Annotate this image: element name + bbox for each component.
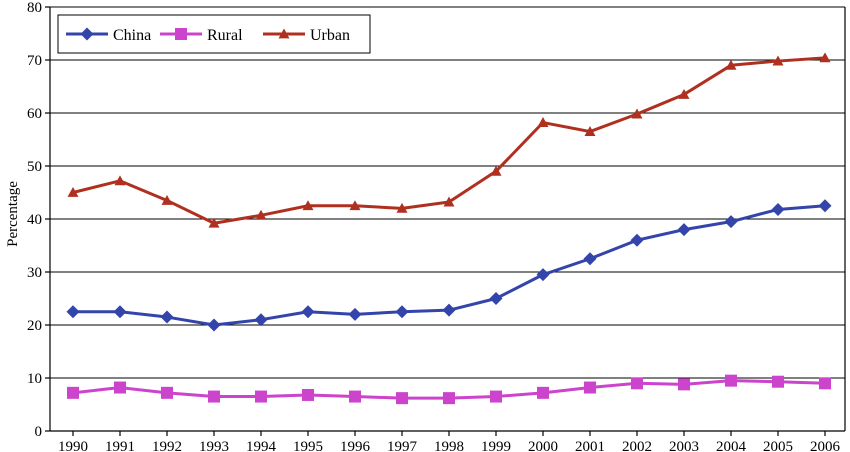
rural-data-point	[349, 390, 361, 403]
rural-data-point	[255, 390, 267, 403]
china-data-point	[771, 202, 785, 216]
urban-data-point	[631, 108, 643, 119]
urban-data-point	[725, 59, 737, 70]
legend-item-rural: Rural	[160, 27, 243, 44]
rural-data-point	[443, 392, 455, 405]
x-tick-label: 1993	[199, 439, 229, 452]
rural-data-point	[631, 377, 643, 390]
urban-data-point	[819, 52, 831, 63]
china-data-point	[348, 307, 362, 321]
series-urban	[67, 52, 831, 228]
rural-data-point	[584, 381, 596, 394]
urban-data-point	[349, 200, 361, 211]
china-data-point	[442, 303, 456, 317]
china-data-point	[489, 292, 503, 305]
urban-data-point	[114, 175, 126, 186]
y-axis-title: Percentage	[5, 181, 21, 247]
x-tick-label: 1997	[387, 439, 418, 452]
urban-data-point	[772, 55, 784, 66]
y-tick-label: 60	[27, 106, 42, 122]
legend-swatch-marker	[80, 27, 94, 41]
x-tick-label: 2003	[669, 439, 699, 452]
x-tick-label: 2006	[810, 439, 841, 452]
x-tick-label: 1994	[246, 439, 277, 452]
urban-data-point	[584, 126, 596, 136]
x-tick-label: 1990	[58, 439, 88, 452]
y-tick-label: 40	[27, 212, 42, 228]
china-data-point	[113, 305, 127, 319]
legend-item-urban: Urban	[263, 27, 350, 44]
china-data-point	[66, 305, 80, 319]
urban-data-point	[537, 117, 549, 127]
china-data-point	[630, 233, 644, 247]
x-tick-labels: 1990 1991 1992 1993 1994 1995 1996 1997 1998 1999…	[58, 439, 841, 452]
china-data-point	[254, 313, 268, 327]
china-data-point	[207, 318, 221, 332]
legend-box	[57, 14, 371, 54]
rural-data-point	[161, 386, 173, 399]
axes	[45, 6, 846, 436]
china-data-point	[818, 199, 832, 213]
china-data-point	[583, 252, 597, 266]
legend-label: Urban	[310, 27, 350, 44]
y-tick-labels: 0 10 20 30 40 50 60 70 80	[27, 0, 42, 440]
china-data-point	[536, 268, 550, 282]
x-tick-label: 1998	[434, 439, 464, 452]
rural-data-point	[302, 388, 314, 401]
legend: China Rural Urban	[57, 14, 371, 54]
y-tick-label: 80	[27, 0, 42, 16]
y-tick-label: 0	[35, 424, 43, 440]
legend-item-china: China	[66, 27, 151, 44]
urban-data-point	[443, 196, 455, 207]
x-tick-label: 1995	[293, 439, 323, 452]
y-tick-label: 30	[27, 265, 42, 281]
china-data-point	[677, 223, 691, 237]
x-tick-label: 1999	[481, 439, 511, 452]
china-data-point	[395, 305, 409, 319]
rural-data-point	[490, 390, 502, 403]
gridlines	[50, 6, 845, 379]
x-tick-label: 2001	[575, 439, 605, 452]
y-tick-label: 50	[27, 159, 42, 175]
x-tick-label: 1991	[105, 439, 135, 452]
rural-data-point	[67, 386, 79, 399]
series-lines	[66, 52, 832, 405]
urban-data-point	[302, 200, 314, 211]
x-tick-label: 1996	[340, 439, 371, 452]
rural-data-point	[772, 375, 784, 388]
urban-data-point	[208, 217, 220, 228]
legend-swatch-marker	[175, 28, 187, 40]
urban-data-point	[490, 165, 502, 176]
china-data-point	[160, 310, 174, 324]
urban-data-point	[678, 88, 690, 99]
urban-data-point	[255, 209, 267, 220]
rural-data-point	[396, 392, 408, 405]
rural-data-point	[114, 381, 126, 394]
rural-data-point	[208, 390, 220, 403]
x-tick-label: 2005	[763, 439, 793, 452]
rural-data-point	[678, 378, 690, 391]
urban-data-point	[396, 202, 408, 213]
x-tick-label: 2002	[622, 439, 652, 452]
y-tick-label: 10	[27, 371, 42, 387]
china-data-point	[724, 215, 738, 229]
urban-data-point	[67, 187, 79, 197]
x-tick-label: 2000	[528, 439, 558, 452]
x-tick-label: 2004	[716, 439, 747, 452]
urban-data-point	[161, 194, 173, 205]
legend-label: Rural	[207, 27, 243, 44]
y-tick-label: 70	[27, 53, 42, 69]
x-tick-label: 1992	[152, 439, 182, 452]
series-china	[66, 199, 832, 332]
rural-data-point	[725, 374, 737, 387]
legend-swatch-marker	[278, 28, 290, 39]
series-rural	[67, 374, 831, 405]
china-data-point	[301, 305, 315, 319]
y-tick-label: 20	[27, 318, 42, 334]
rural-data-point	[537, 386, 549, 399]
legend-label: China	[113, 27, 151, 44]
rural-data-point	[819, 377, 831, 390]
